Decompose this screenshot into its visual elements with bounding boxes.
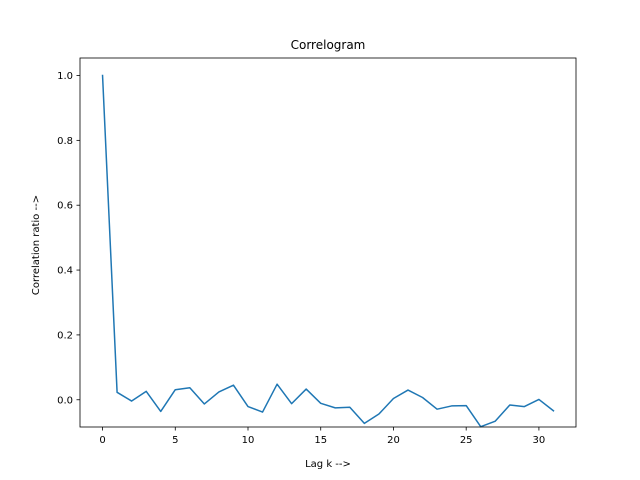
x-tick-label: 20	[387, 435, 400, 446]
y-tick-label: 0.2	[57, 330, 73, 341]
x-tick-label: 15	[314, 435, 327, 446]
y-tick-label: 0.4	[57, 266, 73, 277]
y-tick-label: 1.0	[57, 71, 73, 82]
series-line-0	[101, 74, 555, 428]
chart-title: Correlogram	[291, 38, 366, 52]
x-axis-label: Lag k -->	[305, 459, 351, 470]
x-tick-label: 25	[460, 435, 473, 446]
y-tick-label: 0.6	[57, 201, 73, 212]
axes-frame	[79, 57, 577, 428]
y-axis-label: Correlation ratio -->	[31, 195, 42, 295]
x-tick-label: 30	[533, 435, 546, 446]
x-tick-label: 5	[172, 435, 178, 446]
plot-area: 0 5 10 15 20 25 30 0.0 0.2 0.4 0.6 0.8 1.0	[57, 57, 577, 446]
x-tick-label: 10	[242, 435, 255, 446]
y-tick-label: 0.0	[57, 395, 73, 406]
y-tick-label: 0.8	[57, 136, 73, 147]
x-tick-label: 0	[99, 435, 105, 446]
